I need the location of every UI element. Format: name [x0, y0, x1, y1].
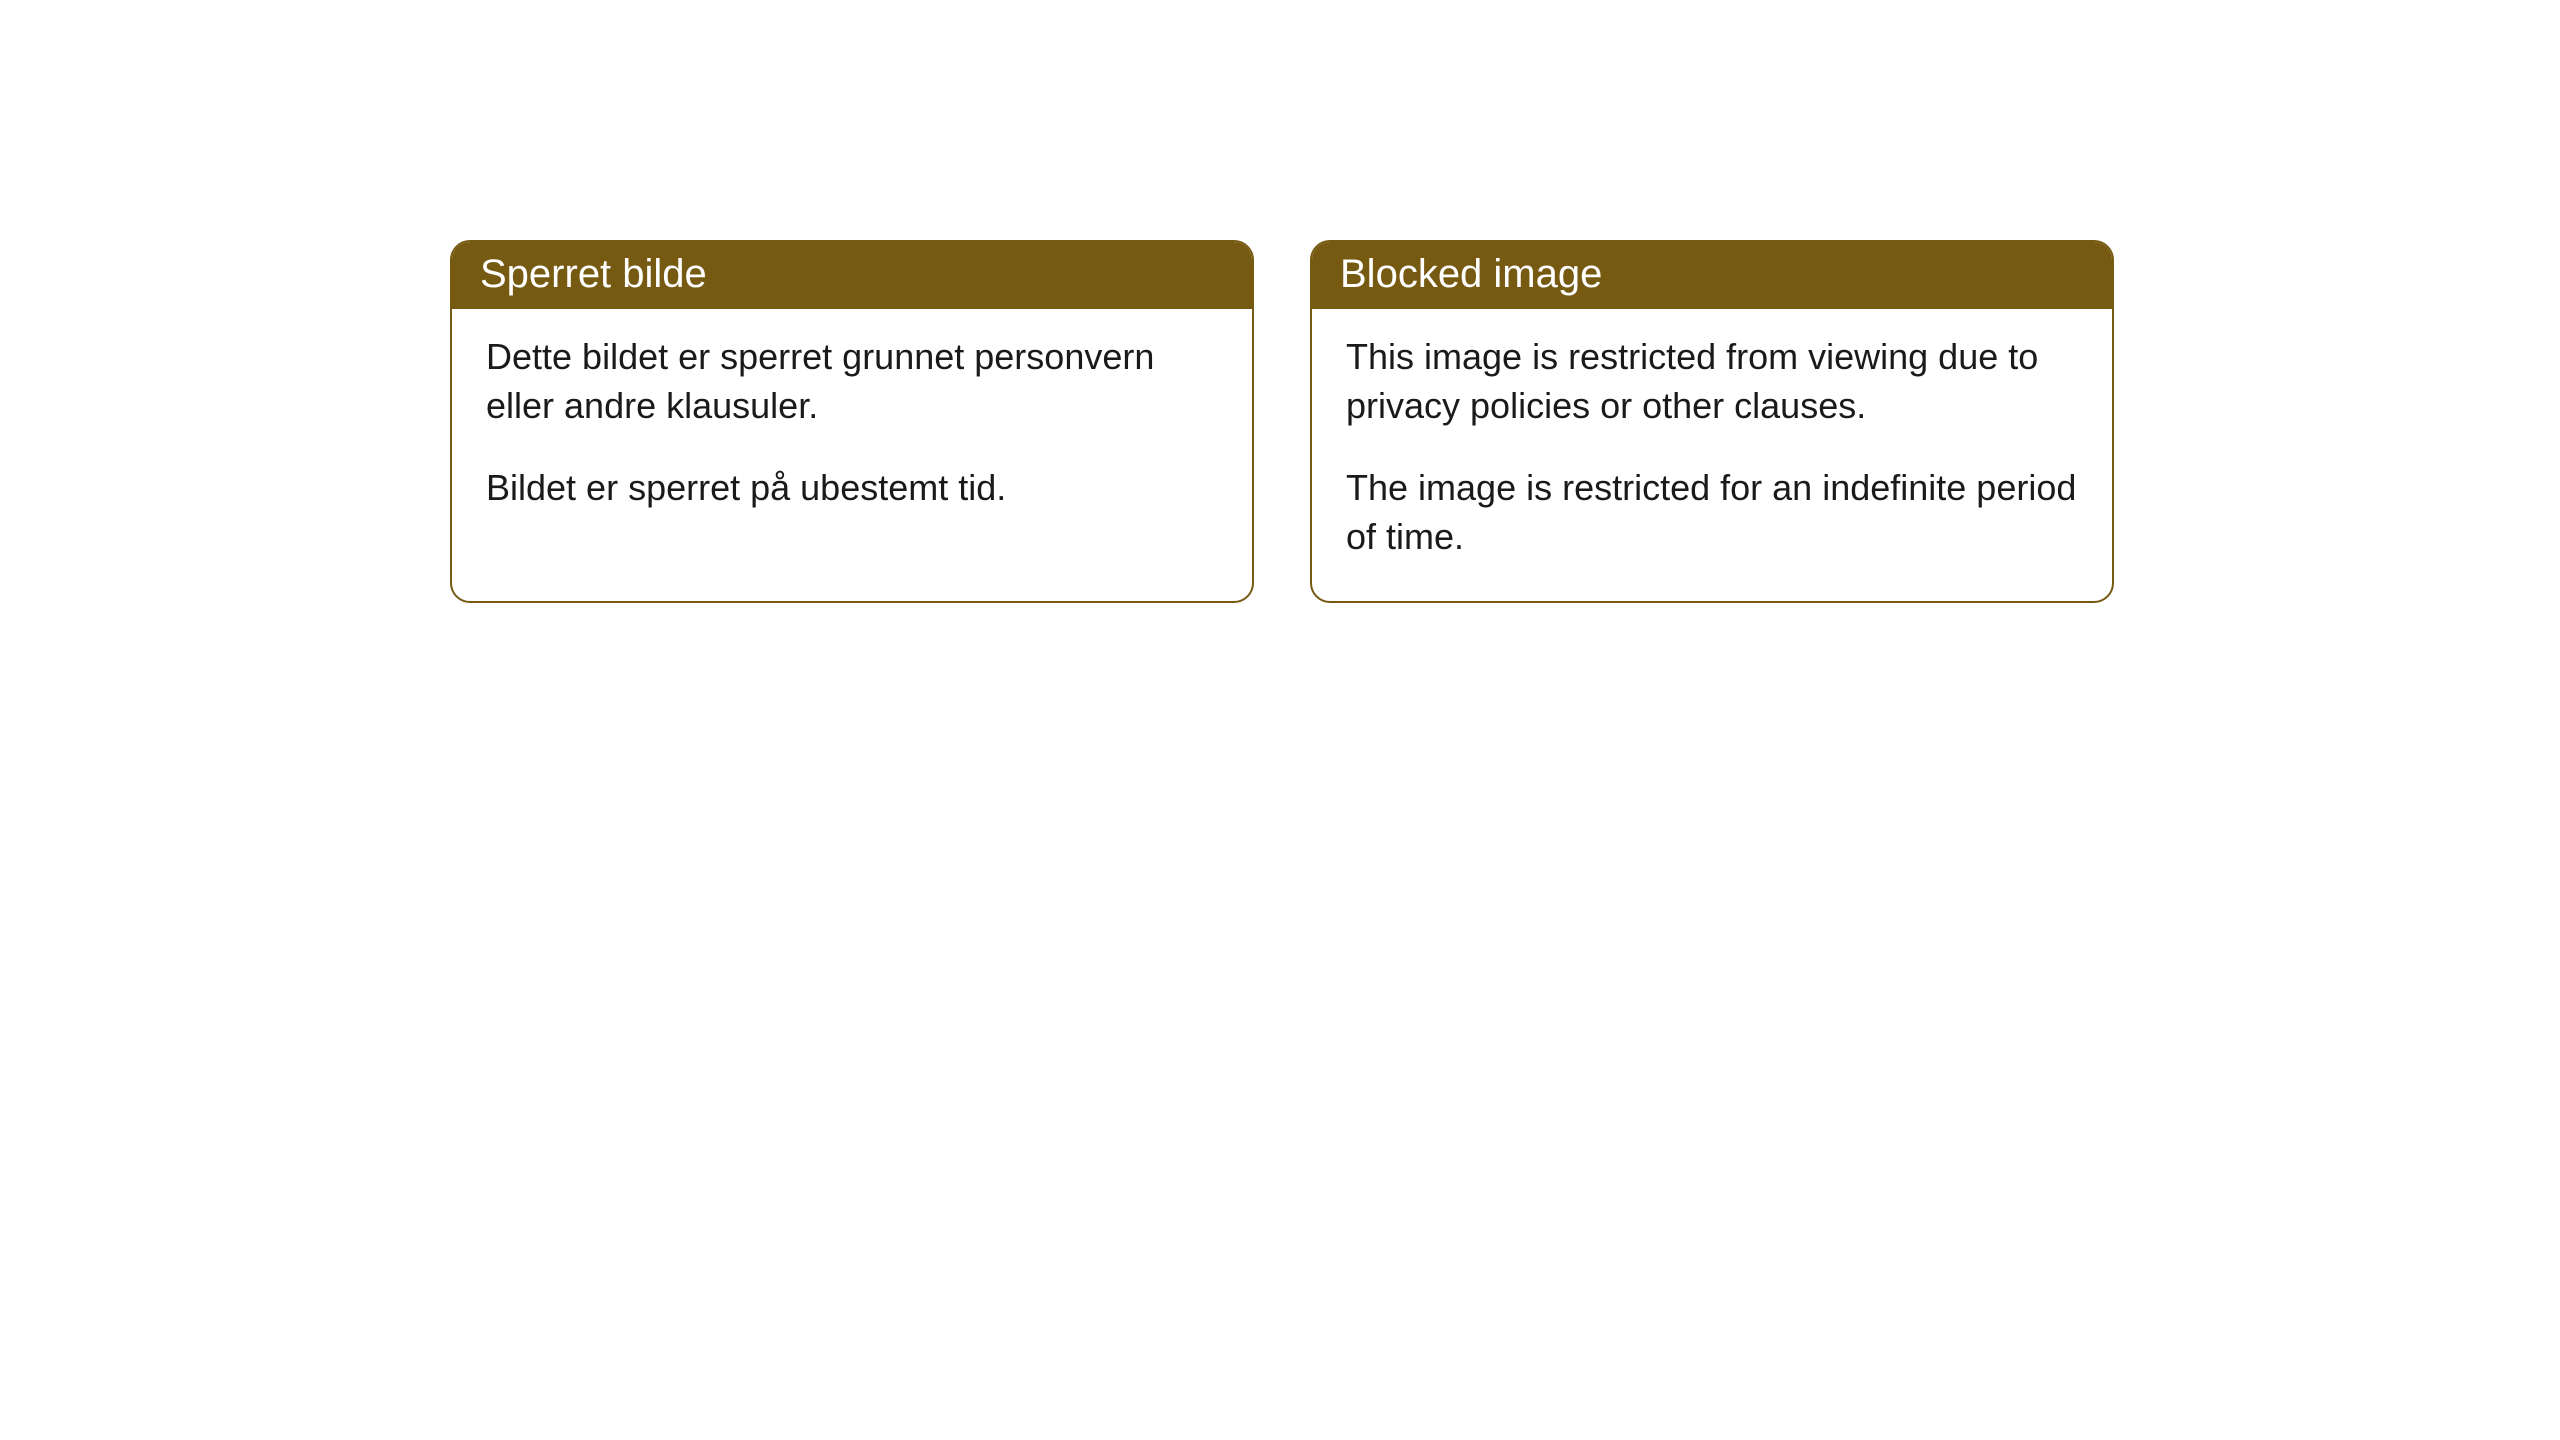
card-header-norwegian: Sperret bilde: [452, 242, 1252, 309]
card-header-english: Blocked image: [1312, 242, 2112, 309]
card-body-norwegian: Dette bildet er sperret grunnet personve…: [452, 309, 1252, 553]
card-body-english: This image is restricted from viewing du…: [1312, 309, 2112, 601]
card-paragraph-1-norwegian: Dette bildet er sperret grunnet personve…: [486, 333, 1218, 430]
cards-container: Sperret bilde Dette bildet er sperret gr…: [450, 240, 2560, 603]
card-paragraph-2-english: The image is restricted for an indefinit…: [1346, 464, 2078, 561]
card-paragraph-2-norwegian: Bildet er sperret på ubestemt tid.: [486, 464, 1218, 513]
card-norwegian: Sperret bilde Dette bildet er sperret gr…: [450, 240, 1254, 603]
card-english: Blocked image This image is restricted f…: [1310, 240, 2114, 603]
card-paragraph-1-english: This image is restricted from viewing du…: [1346, 333, 2078, 430]
